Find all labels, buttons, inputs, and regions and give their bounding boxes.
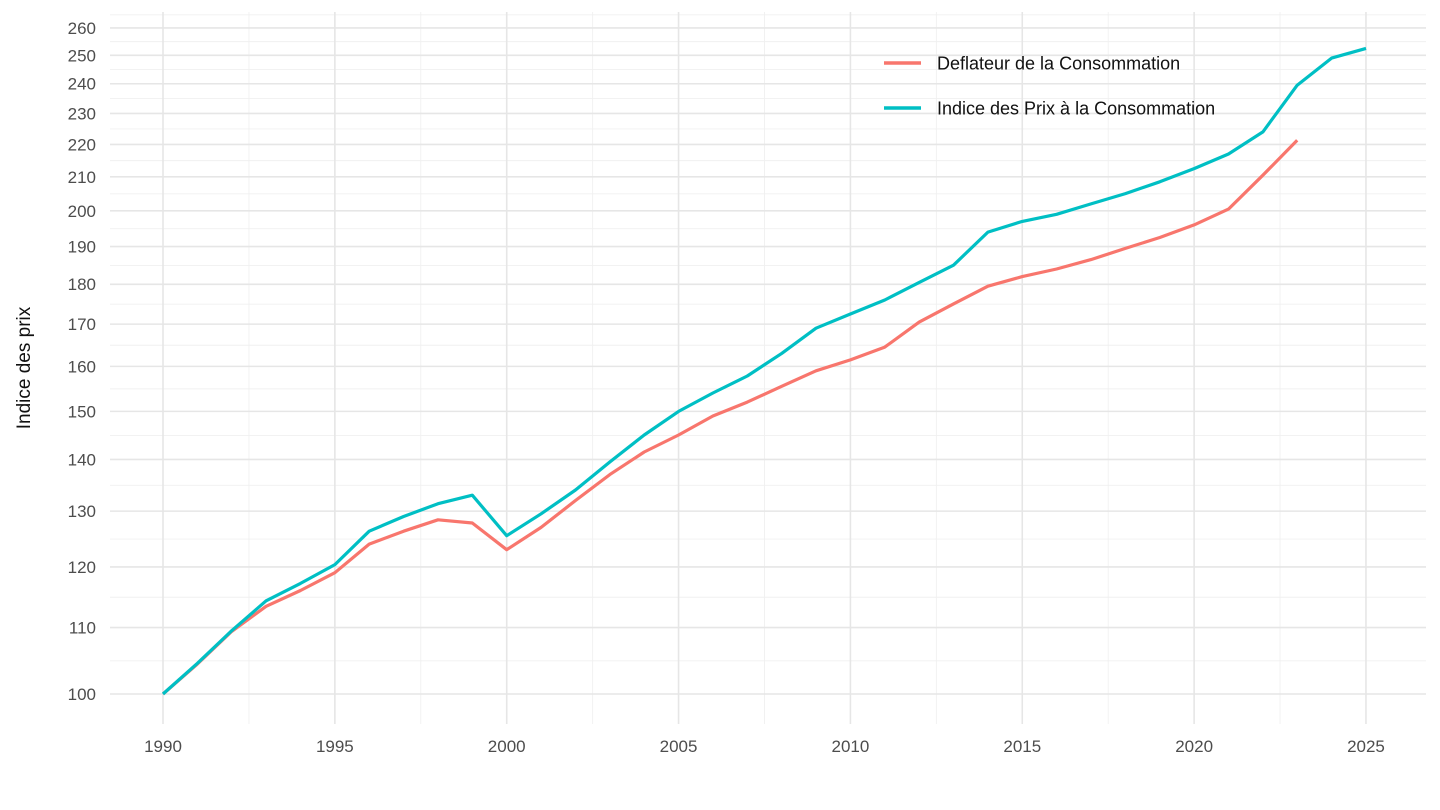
y-tick-label: 130 [68, 502, 96, 521]
y-tick-label: 240 [68, 75, 96, 94]
minor-gridlines [110, 12, 1426, 724]
x-tick-label: 2005 [660, 737, 698, 756]
line-ipc [161, 46, 1367, 696]
x-tick-label: 1990 [144, 737, 182, 756]
y-tick-label: 120 [68, 558, 96, 577]
y-tick-label: 170 [68, 315, 96, 334]
y-tick-label: 140 [68, 450, 96, 469]
y-tick-label: 260 [68, 19, 96, 38]
x-tick-label: 2000 [488, 737, 526, 756]
y-tick-label: 210 [68, 168, 96, 187]
major-gridlines [110, 12, 1426, 724]
x-tick-label: 2010 [832, 737, 870, 756]
y-tick-label: 150 [68, 402, 96, 421]
y-tick-label: 220 [68, 135, 96, 154]
y-tick-label: 180 [68, 275, 96, 294]
x-tick-label: 1995 [316, 737, 354, 756]
y-tick-label: 160 [68, 357, 96, 376]
y-tick-label: 100 [68, 685, 96, 704]
legend-label-ipc: Indice des Prix à la Consommation [937, 98, 1215, 118]
x-tick-label: 2020 [1175, 737, 1213, 756]
y-tick-label: 190 [68, 238, 96, 257]
series-lines [161, 46, 1367, 696]
axis-labels: 260 250 240 230 220 210 200 190 180 170 160 150 140 1… [68, 19, 1385, 756]
legend-label-deflateur: Deflateur de la Consommation [937, 53, 1180, 73]
x-tick-label: 2025 [1347, 737, 1385, 756]
x-tick-label: 2015 [1003, 737, 1041, 756]
y-tick-label: 230 [68, 104, 96, 123]
y-tick-label: 250 [68, 46, 96, 65]
y-axis-title: Indice des prix [14, 306, 35, 429]
y-tick-label: 200 [68, 202, 96, 221]
line-deflateur [161, 139, 1299, 696]
y-tick-label: 110 [69, 619, 96, 638]
legend: Deflateur de la Consommation Indice des P… [884, 53, 1215, 118]
